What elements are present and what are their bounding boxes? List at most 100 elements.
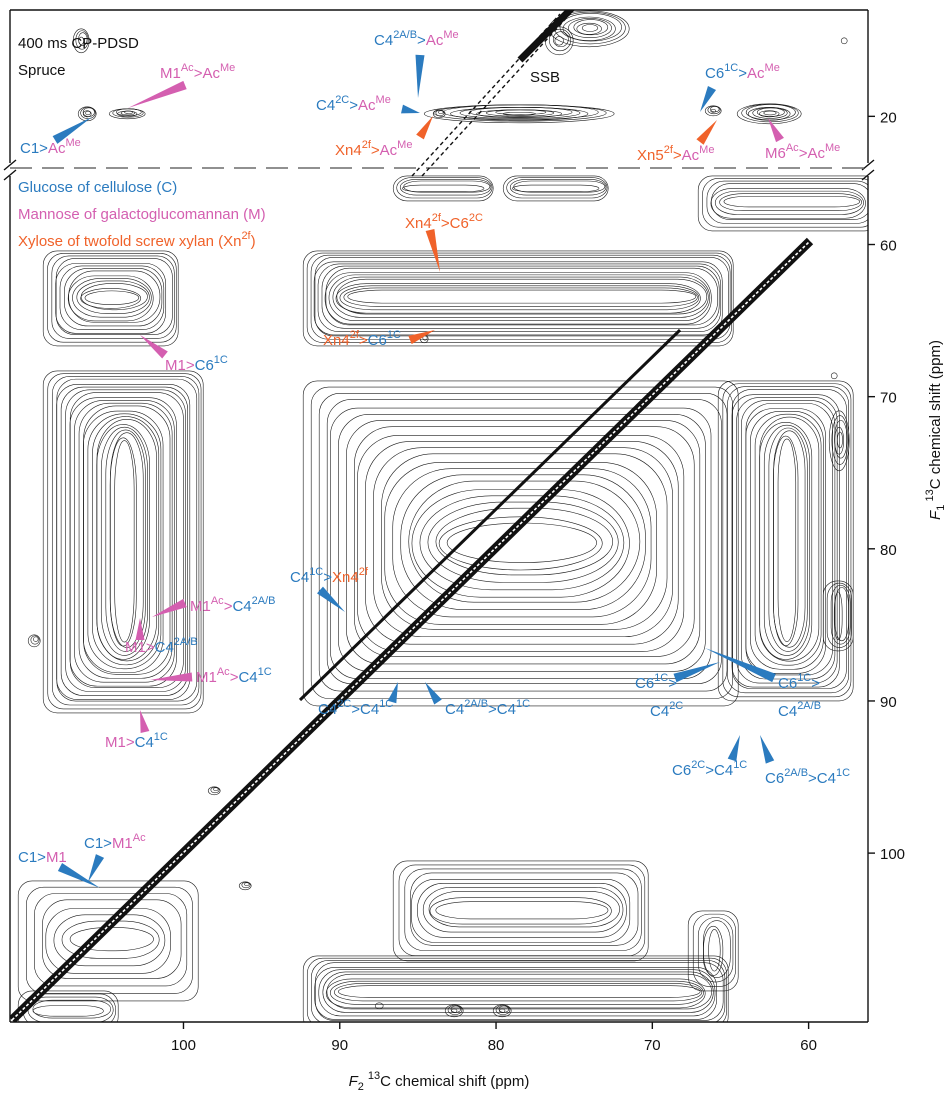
contour xyxy=(773,436,798,646)
chart-subtitle: Spruce xyxy=(18,62,66,79)
contour xyxy=(764,425,809,655)
text-segment: 2A/B xyxy=(174,636,198,648)
contour xyxy=(374,448,673,637)
text-segment: 1C xyxy=(258,666,272,678)
text-segment: 1C xyxy=(836,767,850,779)
text-segment: 1C xyxy=(214,354,228,366)
contour xyxy=(420,496,624,590)
chart-title: 400 ms CP-PDSD xyxy=(18,35,139,52)
annotation: M1Ac>C41C xyxy=(196,666,272,686)
text-segment: 2A/B xyxy=(784,767,808,779)
contour xyxy=(86,111,91,115)
text-segment: C4 xyxy=(778,703,797,720)
text-segment: 2C xyxy=(469,212,483,224)
contour xyxy=(334,983,701,1001)
text-segment: M6 xyxy=(765,145,786,162)
contour xyxy=(411,873,638,945)
text-segment: Ac xyxy=(682,147,700,164)
text-segment: C4 xyxy=(232,598,251,615)
text-segment: 1C xyxy=(154,731,168,743)
text-segment: M1 xyxy=(160,65,181,82)
annotation: C42C xyxy=(650,700,683,720)
contour xyxy=(709,929,721,971)
contour xyxy=(318,264,721,332)
text-segment: > xyxy=(349,97,358,114)
text-segment: > xyxy=(811,675,820,692)
text-segment: C4 xyxy=(445,701,464,718)
text-segment: Xn4 xyxy=(335,142,362,159)
text-segment: 2C xyxy=(337,698,351,710)
contour xyxy=(72,278,151,317)
text-segment: C4 xyxy=(238,669,257,686)
annotation-arrow xyxy=(152,599,187,617)
text-segment: Ac xyxy=(217,666,230,678)
annotation-arrow xyxy=(416,116,433,139)
text-segment: > xyxy=(359,332,368,349)
contour xyxy=(393,861,648,961)
contour xyxy=(764,111,776,115)
text-segment: C4 xyxy=(135,734,154,751)
text-segment: 13 xyxy=(368,1070,380,1082)
text-segment: M1> xyxy=(125,639,155,656)
contour xyxy=(405,869,642,951)
annotation: C1>AcMe xyxy=(20,137,81,157)
contour xyxy=(404,181,490,192)
text-segment: Me xyxy=(443,29,458,41)
annotation-arrow xyxy=(88,854,104,882)
annotation: C42A/B>C41C xyxy=(445,698,530,718)
annotation: M1>C41C xyxy=(105,731,168,751)
text-segment: Xn4 xyxy=(405,215,432,232)
contour xyxy=(737,398,838,684)
text-segment: Xn4 xyxy=(323,332,350,349)
contour xyxy=(746,403,833,675)
text-segment: C1> xyxy=(18,849,46,866)
text-segment: C1> xyxy=(20,140,48,157)
text-segment: >C4 xyxy=(351,701,379,718)
contour xyxy=(428,502,618,582)
contour xyxy=(60,266,164,330)
text-segment: C6 xyxy=(765,770,784,787)
contour xyxy=(582,24,598,31)
legend-entry: Mannose of galactoglucomannan (M) xyxy=(18,206,266,223)
contour xyxy=(43,251,178,346)
text-segment: > xyxy=(371,142,380,159)
text-segment: Me xyxy=(65,137,80,149)
text-segment: Ac xyxy=(747,65,765,82)
contour xyxy=(778,439,796,642)
contour xyxy=(724,196,860,207)
text-segment: 2C xyxy=(669,700,683,712)
text-segment: >C4 xyxy=(488,701,516,718)
contour xyxy=(834,592,842,640)
annotation-arrow xyxy=(128,81,187,108)
annotation-arrow xyxy=(426,229,440,272)
text-segment: 1C xyxy=(379,698,393,710)
text-segment: C6 xyxy=(195,357,214,374)
annotation: M1Ac>C42A/B xyxy=(190,595,276,615)
text-segment: C4 xyxy=(316,97,335,114)
annotation-arrow xyxy=(760,735,774,764)
annotation: C62A/B>C41C xyxy=(765,767,850,787)
text-segment: C6 xyxy=(672,762,691,779)
contour xyxy=(514,181,605,192)
annotation: Xn52f>AcMe xyxy=(637,144,714,164)
contour xyxy=(746,105,795,120)
annotation: C61C>AcMe xyxy=(705,62,780,82)
text-segment: 1C xyxy=(654,672,668,684)
contour xyxy=(429,891,620,927)
contour xyxy=(83,108,94,117)
text-segment: > xyxy=(673,147,682,164)
diagonal-ridge xyxy=(12,241,810,1020)
y-tick-label: 100 xyxy=(880,846,905,863)
annotation-arrow xyxy=(425,682,442,704)
annotation: C42C>AcMe xyxy=(316,94,391,114)
contour xyxy=(560,13,622,41)
text-segment: > xyxy=(417,32,426,49)
x-tick-label: 60 xyxy=(800,1037,817,1054)
contours-lower xyxy=(12,176,878,1031)
contour xyxy=(553,32,568,47)
text-segment: > xyxy=(323,569,332,586)
contour xyxy=(303,381,738,706)
text-segment: 2A/B xyxy=(252,595,276,607)
text-segment: 1C xyxy=(733,759,747,771)
contour xyxy=(346,420,699,663)
